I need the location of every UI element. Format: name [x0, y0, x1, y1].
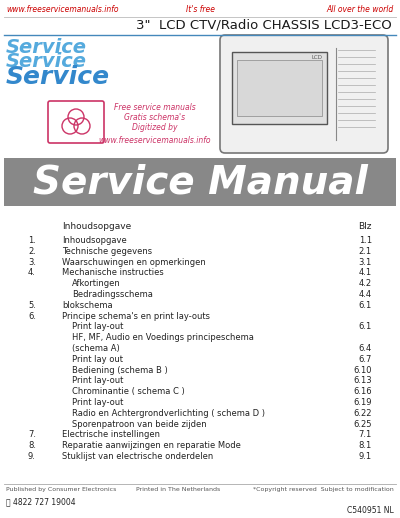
- Text: 6.25: 6.25: [354, 420, 372, 428]
- Text: www.freeservicemanuals.info: www.freeservicemanuals.info: [6, 5, 118, 14]
- Text: 8.1: 8.1: [359, 441, 372, 450]
- Text: 6.10: 6.10: [354, 366, 372, 375]
- Text: 2.1: 2.1: [359, 247, 372, 256]
- Text: (schema A): (schema A): [72, 344, 120, 353]
- FancyBboxPatch shape: [220, 35, 388, 153]
- Text: *Copyright reserved  Subject to modification: *Copyright reserved Subject to modificat…: [253, 487, 394, 492]
- Text: 4.1: 4.1: [359, 268, 372, 278]
- Text: Inhoudsopgave: Inhoudsopgave: [62, 222, 131, 231]
- Text: www.freeservicemanuals.info: www.freeservicemanuals.info: [99, 136, 211, 145]
- Text: 6.19: 6.19: [354, 398, 372, 407]
- Bar: [237, 60, 322, 116]
- Text: 7.: 7.: [28, 430, 36, 439]
- Text: Print lay-out: Print lay-out: [72, 377, 123, 385]
- Text: Inhoudsopgave: Inhoudsopgave: [62, 236, 127, 245]
- Text: Principe schema's en print lay-outs: Principe schema's en print lay-outs: [62, 312, 210, 321]
- Text: 1.: 1.: [28, 236, 36, 245]
- Text: Reparatie aanwijzingen en reparatie Mode: Reparatie aanwijzingen en reparatie Mode: [62, 441, 241, 450]
- Text: Gratis schema's: Gratis schema's: [124, 113, 186, 122]
- Text: 6.: 6.: [28, 312, 36, 321]
- Bar: [4, 158, 396, 206]
- Text: LCD: LCD: [311, 55, 322, 60]
- Text: It's free: It's free: [186, 5, 214, 14]
- Text: Afkortingen: Afkortingen: [72, 279, 121, 288]
- Text: C540951 NL: C540951 NL: [347, 506, 394, 515]
- Text: 3.1: 3.1: [359, 257, 372, 267]
- Text: 2.: 2.: [28, 247, 36, 256]
- Text: Service: Service: [6, 38, 87, 57]
- Text: 7.1: 7.1: [359, 430, 372, 439]
- Text: 1.1: 1.1: [359, 236, 372, 245]
- Text: Service: Service: [6, 65, 110, 89]
- Text: 6.16: 6.16: [353, 387, 372, 396]
- Text: 6.1: 6.1: [359, 301, 372, 310]
- Text: Mechanische instructies: Mechanische instructies: [62, 268, 164, 278]
- Text: Published by Consumer Electronics: Published by Consumer Electronics: [6, 487, 116, 492]
- Text: 8.: 8.: [28, 441, 36, 450]
- Bar: [232, 52, 327, 124]
- Text: Radio en Achtergrondverlichting ( schema D ): Radio en Achtergrondverlichting ( schema…: [72, 409, 265, 418]
- Text: 5.: 5.: [28, 301, 36, 310]
- Text: 3.: 3.: [28, 257, 36, 267]
- Text: Stuklijst van electrische onderdelen: Stuklijst van electrische onderdelen: [62, 452, 213, 461]
- Text: Waarschuwingen en opmerkingen: Waarschuwingen en opmerkingen: [62, 257, 206, 267]
- Text: Service Manual: Service Manual: [32, 163, 368, 201]
- Text: Blz: Blz: [358, 222, 372, 231]
- Text: Print lay-out: Print lay-out: [72, 322, 123, 332]
- Text: 4.2: 4.2: [359, 279, 372, 288]
- Text: Sporenpatroon van beide zijden: Sporenpatroon van beide zijden: [72, 420, 207, 428]
- Text: 6.4: 6.4: [359, 344, 372, 353]
- Text: 6.22: 6.22: [354, 409, 372, 418]
- Text: HF, MF, Audio en Voedings principeschema: HF, MF, Audio en Voedings principeschema: [72, 333, 254, 342]
- Text: Electrische instellingen: Electrische instellingen: [62, 430, 160, 439]
- Text: 4.4: 4.4: [359, 290, 372, 299]
- Text: Print lay out: Print lay out: [72, 355, 123, 364]
- Text: Digitized by: Digitized by: [132, 123, 178, 132]
- Text: Bediening (schema B ): Bediening (schema B ): [72, 366, 168, 375]
- Text: Chrominantie ( schema C ): Chrominantie ( schema C ): [72, 387, 185, 396]
- Text: Technische gegevens: Technische gegevens: [62, 247, 152, 256]
- Text: Print lay-out: Print lay-out: [72, 398, 123, 407]
- Text: All over the world: All over the world: [327, 5, 394, 14]
- Text: Bedradingsschema: Bedradingsschema: [72, 290, 153, 299]
- Text: 4.: 4.: [28, 268, 36, 278]
- Text: Service: Service: [6, 52, 87, 71]
- Text: 6.7: 6.7: [359, 355, 372, 364]
- Text: 9.: 9.: [28, 452, 36, 461]
- Text: Free service manuals: Free service manuals: [114, 103, 196, 112]
- Text: Printed in The Netherlands: Printed in The Netherlands: [136, 487, 220, 492]
- Text: blokschema: blokschema: [62, 301, 113, 310]
- Text: 3"  LCD CTV/Radio CHASSIS LCD3-ECO: 3" LCD CTV/Radio CHASSIS LCD3-ECO: [136, 19, 392, 32]
- Text: 9.1: 9.1: [359, 452, 372, 461]
- Text: 6.13: 6.13: [353, 377, 372, 385]
- Text: 6.1: 6.1: [359, 322, 372, 332]
- Text: Ⓟ 4822 727 19004: Ⓟ 4822 727 19004: [6, 497, 76, 506]
